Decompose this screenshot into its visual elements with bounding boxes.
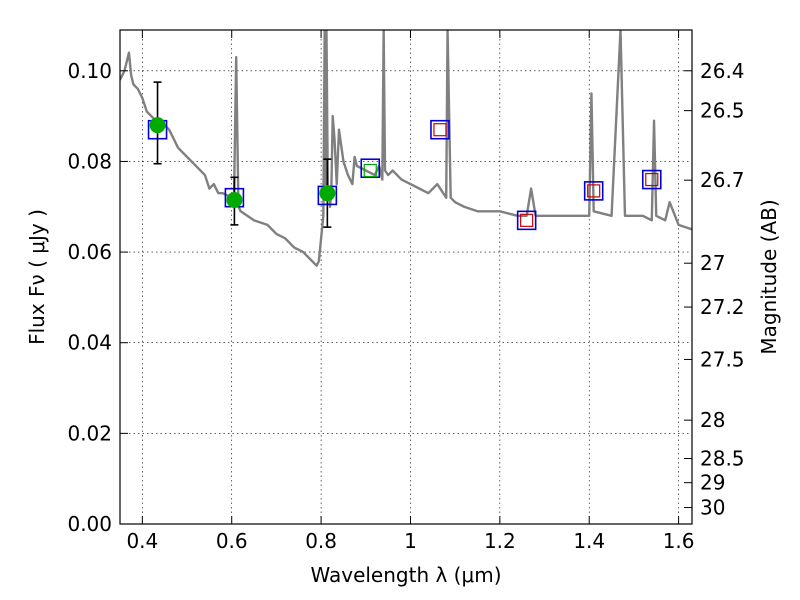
axes: 0.4 0.6 0.8 1 1.2 1.4 1.6 0.00 0.02 0.04 0.06 0.08 0… — [67, 30, 745, 553]
mag-tick-label: 26.4 — [700, 59, 745, 83]
x-tick-label: 1 — [404, 529, 417, 553]
template-spectrum-line — [120, 30, 692, 267]
y-axis-label: Flux Fν ( μJy ) — [25, 209, 49, 345]
y-tick-label: 0.00 — [67, 512, 112, 536]
mag-tick-label: 27.2 — [700, 295, 745, 319]
observed-flux-point — [319, 185, 336, 202]
inner-flux-square — [433, 123, 447, 137]
model-flux-square — [516, 210, 537, 231]
x-axis-label: Wavelength λ (μm) — [310, 563, 501, 587]
model-flux-square — [641, 169, 662, 190]
inner-flux-square — [520, 213, 534, 227]
mag-tick-label: 26.7 — [700, 168, 745, 192]
x-tick-label: 1.4 — [573, 529, 605, 553]
plot-background — [120, 30, 692, 524]
y-tick-label: 0.08 — [67, 149, 112, 173]
right-axis-label: Magnitude (AB) — [757, 199, 781, 354]
model-flux-square — [360, 158, 381, 179]
mag-tick-label: 30 — [700, 496, 725, 520]
mag-tick-label: 27.5 — [700, 347, 745, 371]
mag-tick-label: 27 — [700, 251, 725, 275]
y-tick-label: 0.06 — [67, 240, 112, 264]
mag-tick-label: 28 — [700, 408, 725, 432]
observed-flux-point — [149, 117, 166, 134]
model-flux-square — [430, 119, 450, 140]
y-tick-label: 0.02 — [67, 421, 112, 445]
data-layer — [120, 30, 692, 267]
x-tick-label: 0.8 — [305, 529, 337, 553]
y-tick-label: 0.10 — [67, 59, 112, 83]
x-tick-label: 0.6 — [216, 529, 248, 553]
mag-tick-label: 28.5 — [700, 446, 745, 470]
model-flux-square — [583, 181, 604, 201]
y-tick-label: 0.04 — [67, 331, 112, 355]
plot-frame — [119, 29, 693, 525]
inner-flux-square — [363, 163, 377, 178]
inner-flux-square — [645, 172, 659, 187]
x-tick-label: 0.4 — [126, 529, 158, 553]
observed-flux-point — [226, 191, 243, 208]
inner-flux-square — [587, 184, 601, 198]
mag-tick-label: 26.5 — [700, 99, 745, 123]
mag-tick-label: 29 — [700, 471, 725, 495]
x-tick-label: 1.6 — [663, 529, 695, 553]
x-tick-label: 1.2 — [484, 529, 516, 553]
